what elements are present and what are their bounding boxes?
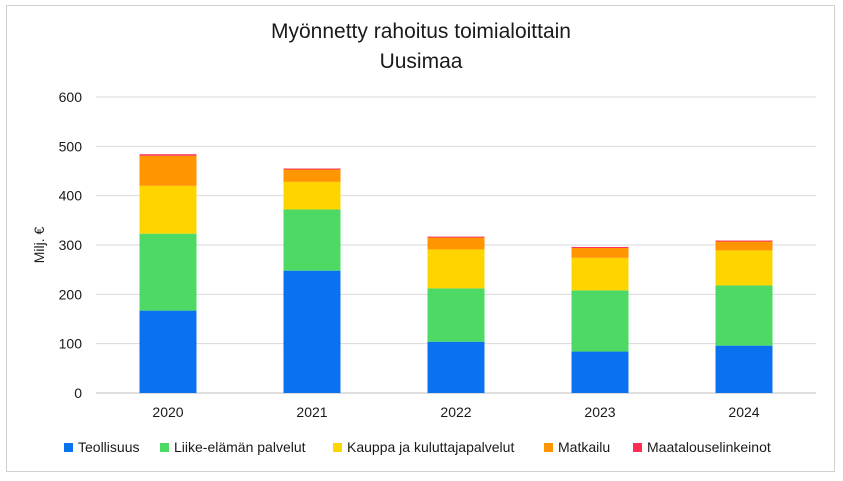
legend-swatch (544, 443, 553, 452)
y-tick-label: 0 (74, 385, 82, 401)
y-tick-label: 200 (59, 286, 83, 302)
bar-segment (427, 237, 485, 250)
x-tick-label: 2021 (296, 404, 327, 420)
bar-segment (283, 181, 341, 210)
y-tick-label: 100 (59, 336, 83, 352)
bar-segment (139, 185, 197, 234)
y-tick-labels: 0 100 200 300 400 500 600 (59, 89, 83, 401)
chart-subtitle: Uusimaa (380, 50, 463, 73)
x-tick-label: 2020 (152, 404, 183, 420)
y-tick-label: 500 (59, 138, 83, 154)
legend-swatch (64, 443, 73, 452)
chart-title: Myönnetty rahoitus toimialoittain (271, 20, 571, 43)
x-tick-label: 2023 (584, 404, 615, 420)
bar-segment (571, 351, 629, 393)
y-axis-label: Milj. € (31, 227, 47, 264)
bar-segment (571, 246, 629, 248)
bars (139, 154, 773, 393)
x-tick-label: 2022 (440, 404, 471, 420)
bar-segment (571, 290, 629, 352)
y-tick-label: 300 (59, 237, 83, 253)
bar-segment (715, 285, 773, 346)
bar-segment (139, 233, 197, 311)
bar-segment (139, 154, 197, 156)
x-tick-labels: 2020 2021 2022 2023 2024 (152, 404, 759, 420)
legend-swatch (333, 443, 342, 452)
bar-segment (427, 288, 485, 342)
bar-segment (427, 236, 485, 238)
legend-label: Matkailu (558, 439, 610, 455)
bar-segment (283, 209, 341, 271)
legend-swatch (160, 443, 169, 452)
legend-label: Liike-elämän palvelut (174, 439, 306, 455)
bar-segment (715, 345, 773, 393)
x-tick-label: 2024 (728, 404, 759, 420)
y-tick-label: 400 (59, 188, 83, 204)
y-tick-label: 600 (59, 89, 83, 105)
bar-segment (427, 341, 485, 393)
bar-segment (715, 241, 773, 251)
bar-segment (139, 155, 197, 186)
bar-segment (427, 249, 485, 289)
bar-segment (571, 257, 629, 291)
bar-segment (571, 247, 629, 258)
legend-label: Teollisuus (78, 439, 139, 455)
gridlines (96, 96, 816, 394)
bar-segment (283, 270, 341, 393)
legend: Teollisuus Liike-elämän palvelut Kauppa ja… (64, 439, 771, 455)
bar-segment (715, 250, 773, 286)
bar-segment (283, 168, 341, 170)
bar-segment (139, 310, 197, 393)
bar-segment (715, 240, 773, 242)
bar-segment (283, 169, 341, 182)
legend-label: Maatalouselinkeinot (647, 439, 771, 455)
legend-swatch (633, 443, 642, 452)
legend-label: Kauppa ja kuluttajapalvelut (347, 439, 514, 455)
